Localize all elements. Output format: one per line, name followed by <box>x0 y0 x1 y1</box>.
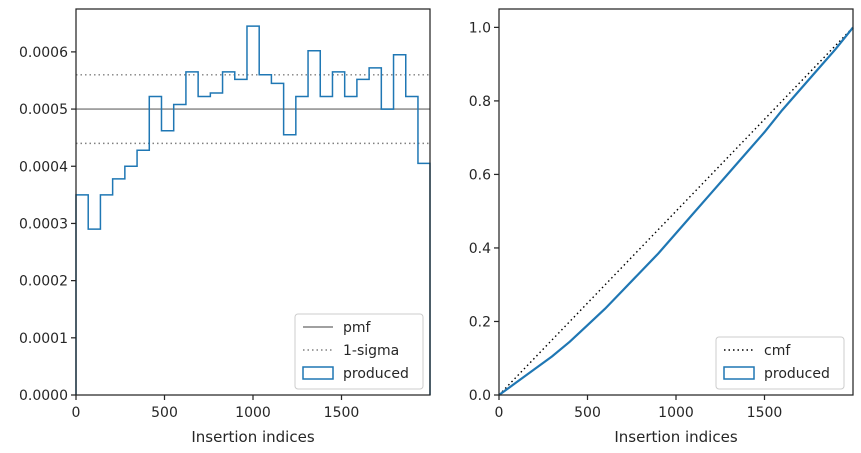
histogram-bin <box>137 150 149 395</box>
plot-frame <box>498 8 854 396</box>
histogram-bin <box>161 131 173 395</box>
legend-produced-swatch <box>723 366 755 380</box>
histogram-bin <box>210 93 222 395</box>
x-tick-label: 0 <box>495 405 504 421</box>
histogram-bin <box>149 96 161 395</box>
y-tick-label: 0.0 <box>469 388 491 404</box>
histogram-bin <box>223 72 235 395</box>
legend: cmf produced <box>715 336 845 390</box>
x-tick-label: 1000 <box>658 405 694 421</box>
x-tick-label: 500 <box>574 405 601 421</box>
y-tick-label: 0.0001 <box>19 331 68 347</box>
legend-entry: 1-sigma <box>343 343 399 359</box>
histogram-bin <box>247 26 259 395</box>
plot-frame <box>75 8 431 396</box>
legend-entry: produced <box>764 366 830 382</box>
legend-entry: cmf <box>764 343 791 359</box>
y-tick-label: 0.2 <box>469 314 491 330</box>
produced-histogram <box>75 25 431 395</box>
y-tick-label: 0.0005 <box>19 102 68 118</box>
cmf-panel: 0 500 1000 1500 0.0 0.2 0.4 0.6 0.8 1.0 Insertion… <box>469 8 854 446</box>
legend-produced-swatch <box>302 366 334 380</box>
y-tick-label: 0.0003 <box>19 216 68 232</box>
x-tick-label: 0 <box>72 405 81 421</box>
y-tick-label: 0.0004 <box>19 159 68 175</box>
histogram-bin <box>186 72 198 395</box>
axis-ticks: 0 500 1000 1500 0.0 0.2 0.4 0.6 0.8 1.0 <box>469 20 783 421</box>
histogram-bin <box>174 104 186 395</box>
cmf-marks <box>498 26 854 396</box>
y-tick-label: 0.4 <box>469 241 491 257</box>
produced-cumulative-line <box>498 26 854 396</box>
reference-lines <box>76 74 430 145</box>
histogram-bin <box>271 83 283 395</box>
legend-entry: pmf <box>343 320 372 336</box>
histogram-bin <box>125 166 137 395</box>
x-tick-label: 1500 <box>324 405 360 421</box>
histogram-bin <box>198 96 210 395</box>
legend-entry: produced <box>343 366 409 382</box>
histogram-bin <box>76 195 88 395</box>
x-tick-label: 1500 <box>747 405 783 421</box>
legend: pmf 1-sigma produced <box>294 313 424 390</box>
y-tick-label: 1.0 <box>469 20 491 36</box>
y-tick-label: 0.0002 <box>19 274 68 290</box>
x-axis-label: Insertion indices <box>191 428 314 446</box>
histogram-bin <box>284 135 296 395</box>
axis-ticks: 0 500 1000 1500 0.0000 0.0001 0.0002 0.0003 0.00… <box>19 45 359 421</box>
y-tick-label: 0.6 <box>469 167 491 183</box>
histogram-bin <box>100 195 112 395</box>
histogram-panel: 0 500 1000 1500 0.0000 0.0001 0.0002 0.0003 0.00… <box>19 8 431 446</box>
x-axis-label: Insertion indices <box>614 428 737 446</box>
histogram-bin <box>113 179 125 395</box>
histogram-bin <box>235 79 247 395</box>
histogram-bin <box>259 75 271 395</box>
y-tick-label: 0.8 <box>469 94 491 110</box>
histogram-bin <box>88 229 100 395</box>
x-tick-label: 500 <box>151 405 178 421</box>
legend-box <box>294 313 424 390</box>
histogram-marks <box>75 25 431 395</box>
x-tick-label: 1000 <box>235 405 271 421</box>
y-tick-label: 0.0000 <box>19 388 68 404</box>
y-tick-label: 0.0006 <box>19 45 68 61</box>
